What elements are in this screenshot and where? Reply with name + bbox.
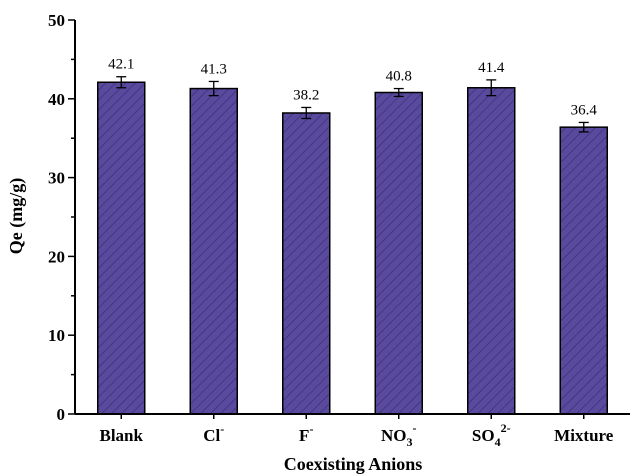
x-axis-title: Coexisting Anions (284, 454, 423, 474)
x-tick-label: Cl- (203, 422, 224, 445)
data-label: 41.3 (201, 61, 227, 77)
bar-hatch (189, 87, 238, 415)
y-tick-labels-group: 0 10 20 30 40 50 (48, 11, 65, 424)
error-bar (393, 87, 404, 98)
x-tick-label: SO42- (472, 421, 511, 449)
y-tick-label: 30 (48, 169, 65, 188)
bar-hatch (467, 87, 516, 415)
x-category-labels-group: Blank Cl- F- NO3- SO42- Mixture (100, 421, 614, 449)
y-tick-label: 10 (48, 326, 65, 345)
data-label: 40.8 (386, 69, 412, 85)
axes-group (68, 19, 630, 419)
bars-group (97, 81, 608, 415)
data-label: 41.4 (478, 60, 505, 76)
data-label: 38.2 (293, 87, 319, 103)
x-tick-label: Blank (100, 426, 144, 445)
y-tick-label: 40 (48, 90, 65, 109)
data-label: 42.1 (108, 57, 134, 73)
bar-hatch (559, 126, 608, 415)
y-tick-label: 50 (48, 11, 65, 30)
x-tick-label: NO3- (381, 421, 417, 449)
error-bar (116, 76, 127, 89)
error-bar (578, 121, 589, 133)
bar-hatch (374, 91, 423, 415)
data-label: 36.4 (571, 102, 598, 118)
x-tick-label: F- (299, 422, 313, 445)
y-tick-label: 0 (57, 405, 66, 424)
error-bars-group (116, 76, 589, 133)
error-bar (301, 106, 312, 120)
value-labels-group: 42.1 41.3 38.2 40.8 41.4 36.4 (108, 57, 597, 119)
bar-hatch (282, 112, 331, 415)
x-tick-label: Mixture (554, 426, 614, 445)
y-axis-title: Qe (mg/g) (6, 178, 27, 254)
error-bar (208, 80, 219, 97)
error-bar (486, 79, 497, 97)
y-tick-label: 20 (48, 247, 65, 266)
bar-hatch (97, 81, 146, 415)
